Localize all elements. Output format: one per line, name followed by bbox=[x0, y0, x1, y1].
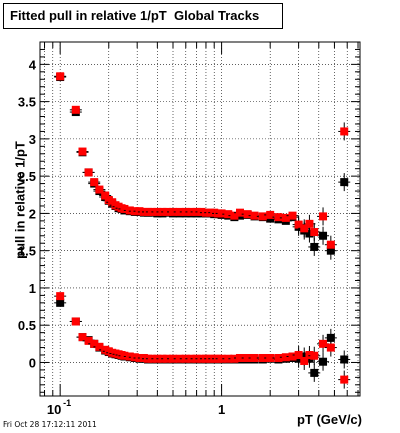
data-point-red bbox=[258, 353, 267, 362]
data-point-red bbox=[95, 342, 104, 351]
data-point-red bbox=[266, 210, 275, 219]
y-tick-label: 3 bbox=[29, 132, 36, 147]
data-point-red bbox=[135, 207, 144, 216]
y-tick-label: 1 bbox=[29, 281, 36, 296]
data-point-red bbox=[250, 211, 259, 220]
data-point-red bbox=[56, 292, 65, 301]
data-point-black bbox=[310, 368, 319, 377]
data-point-red bbox=[310, 351, 319, 360]
data-point-red bbox=[340, 127, 349, 136]
data-point-red bbox=[235, 208, 244, 217]
data-point-red bbox=[78, 147, 87, 156]
data-point-black bbox=[340, 355, 349, 364]
data-point-black bbox=[310, 242, 319, 251]
data-point-red bbox=[288, 211, 297, 220]
data-point-red bbox=[84, 336, 93, 345]
data-point-red bbox=[169, 354, 178, 363]
data-point-red bbox=[71, 105, 80, 114]
data-point-black bbox=[326, 333, 335, 342]
data-point-red bbox=[300, 356, 309, 365]
data-point-red bbox=[169, 207, 178, 216]
data-point-black bbox=[305, 229, 314, 238]
y-tick-label: 3.5 bbox=[18, 95, 36, 110]
data-point-red bbox=[305, 351, 314, 360]
data-markers bbox=[54, 72, 351, 389]
y-tick-label: 0.5 bbox=[18, 318, 36, 333]
data-point-red bbox=[281, 353, 290, 362]
y-tick-label: 4 bbox=[29, 57, 37, 72]
data-point-red bbox=[266, 353, 275, 362]
data-point-red bbox=[243, 210, 252, 219]
data-point-red bbox=[230, 354, 239, 363]
data-point-red bbox=[84, 168, 93, 177]
plot-frame bbox=[39, 41, 361, 397]
data-point-red bbox=[120, 351, 129, 360]
y-tick-label: 2 bbox=[29, 206, 36, 221]
data-point-red bbox=[224, 210, 233, 219]
data-point-red bbox=[101, 191, 110, 200]
data-point-black bbox=[319, 357, 328, 366]
data-point-red bbox=[274, 213, 283, 222]
data-point-black bbox=[319, 231, 328, 240]
data-point-red bbox=[274, 353, 283, 362]
axes bbox=[39, 41, 361, 397]
data-point-black bbox=[56, 298, 65, 307]
chart-title: Fitted pull in relative 1/pT Global Trac… bbox=[3, 3, 283, 29]
data-point-red bbox=[288, 352, 297, 361]
y-ticks: 0 0.5 1 1.5 2 2.5 3 3.5 4 bbox=[18, 41, 360, 393]
data-point-red bbox=[319, 339, 328, 348]
x-tick-label: 1 bbox=[218, 402, 225, 417]
data-point-red bbox=[258, 212, 267, 221]
data-point-red bbox=[125, 352, 134, 361]
data-point-red bbox=[90, 339, 99, 348]
data-point-red bbox=[175, 207, 184, 216]
timestamp-footer: Fri Oct 28 17:12:11 2011 bbox=[3, 420, 97, 429]
data-point-black bbox=[340, 178, 349, 187]
data-point-red bbox=[281, 213, 290, 222]
data-point-red bbox=[294, 351, 303, 360]
data-point-red bbox=[56, 72, 65, 81]
data-point-red bbox=[340, 375, 349, 384]
data-point-red bbox=[319, 212, 328, 221]
data-point-red bbox=[217, 209, 226, 218]
y-tick-label: 0 bbox=[29, 355, 36, 370]
data-point-red bbox=[250, 353, 259, 362]
data-point-red bbox=[230, 211, 239, 220]
data-point-red bbox=[300, 224, 309, 233]
x-tick-label: 10 bbox=[47, 402, 61, 417]
data-point-red bbox=[235, 353, 244, 362]
x-tick-exponent: -1 bbox=[63, 398, 71, 408]
data-point-red bbox=[197, 207, 206, 216]
data-point-red bbox=[326, 343, 335, 352]
data-point-red bbox=[71, 317, 80, 326]
data-point-red bbox=[175, 354, 184, 363]
y-tick-label: 1.5 bbox=[18, 244, 36, 259]
y-tick-label: 2.5 bbox=[18, 169, 36, 184]
data-point-red bbox=[224, 354, 233, 363]
data-point-red bbox=[125, 206, 134, 215]
data-point-red bbox=[90, 178, 99, 187]
data-point-red bbox=[326, 240, 335, 249]
x-ticks: 10 -1 1 bbox=[44, 42, 359, 417]
data-point-red bbox=[78, 333, 87, 342]
data-point-red bbox=[310, 228, 319, 237]
data-point-red bbox=[243, 353, 252, 362]
data-point-red bbox=[217, 354, 226, 363]
data-point-red bbox=[139, 353, 148, 362]
data-point-red bbox=[120, 204, 129, 213]
x-axis-label: pT (GeV/c) bbox=[296, 412, 362, 427]
data-point-red bbox=[305, 219, 314, 228]
data-point-red bbox=[95, 185, 104, 194]
data-point-red bbox=[130, 353, 139, 362]
data-point-red bbox=[294, 220, 303, 229]
